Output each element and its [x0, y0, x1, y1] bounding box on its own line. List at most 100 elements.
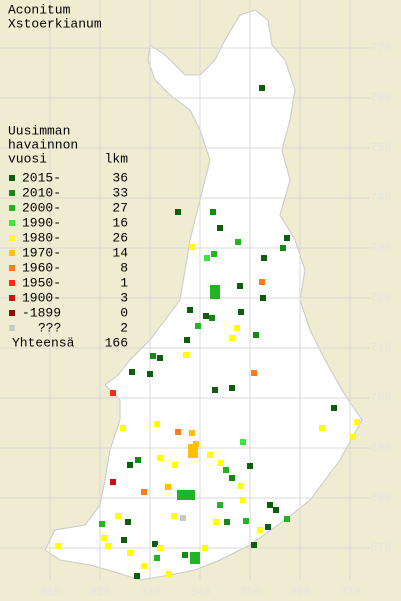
legend-count: 27 [112, 200, 128, 215]
observation [240, 497, 246, 503]
observation [265, 524, 271, 530]
observation [154, 555, 160, 561]
x-tick-label: 310 [39, 585, 61, 599]
legend-label: 1950- [22, 275, 61, 290]
observation [284, 235, 290, 241]
observation [229, 475, 235, 481]
x-tick-label: 370 [339, 585, 361, 599]
observation [203, 313, 209, 319]
legend-swatch [9, 205, 15, 211]
y-tick-label: 720 [370, 291, 392, 305]
y-tick-label: 680 [370, 491, 392, 505]
observation [150, 353, 156, 359]
observation [204, 255, 210, 261]
observation-cluster [188, 444, 198, 458]
legend-swatch [9, 325, 15, 331]
observation-cluster [210, 285, 220, 299]
observation [157, 355, 163, 361]
observation [224, 519, 230, 525]
legend-label: 2015- [22, 170, 61, 185]
observation [135, 457, 141, 463]
observation [157, 545, 163, 551]
legend-total: 166 [105, 335, 128, 350]
observation [125, 519, 131, 525]
legend: 2015- 36 2010- 33 2000- 27 1990- 16 1980- 26 1970-… [9, 170, 128, 350]
x-tick-label: 350 [239, 585, 261, 599]
observation [210, 209, 216, 215]
observation [147, 371, 153, 377]
observation [134, 573, 140, 579]
observation [209, 315, 215, 321]
legend-swatch [9, 280, 15, 286]
observation [189, 430, 195, 436]
observation [165, 484, 171, 490]
legend-label: 1900- [22, 290, 61, 305]
observation [175, 209, 181, 215]
observation [229, 335, 235, 341]
legend-count: 16 [112, 215, 128, 230]
observation [129, 369, 135, 375]
observation [157, 455, 163, 461]
observation [229, 385, 235, 391]
observation [121, 537, 127, 543]
legend-label: 2000- [22, 200, 61, 215]
observation [267, 502, 273, 508]
observation [207, 452, 213, 458]
observation [257, 527, 263, 533]
y-tick-label: 690 [370, 441, 392, 455]
legend-label: 1970- [22, 245, 61, 260]
legend-swatch [9, 310, 15, 316]
observation [284, 516, 290, 522]
y-tick-label: 740 [370, 191, 392, 205]
observation [253, 332, 259, 338]
observation [55, 543, 61, 549]
observation [152, 541, 158, 547]
observation [234, 325, 240, 331]
legend-label: 1980- [22, 230, 61, 245]
observation [251, 370, 257, 376]
observation [247, 463, 253, 469]
observation [182, 552, 188, 558]
observation [280, 245, 286, 251]
observation [99, 521, 105, 527]
observation [243, 518, 249, 524]
x-tick-label: 320 [89, 585, 111, 599]
legend-heading: vuosi [8, 151, 47, 166]
observation [213, 519, 219, 525]
legend-label: ??? [38, 320, 61, 335]
x-tick-label: 340 [189, 585, 211, 599]
observation [101, 535, 107, 541]
legend-heading: havainnon [8, 137, 78, 152]
legend-count: 3 [120, 290, 128, 305]
y-tick-label: 710 [370, 341, 392, 355]
observation [110, 390, 116, 396]
legend-label: 2010- [22, 185, 61, 200]
observation [183, 352, 189, 358]
observation [259, 279, 265, 285]
legend-count: 26 [112, 230, 128, 245]
observation [195, 323, 201, 329]
observation [189, 244, 195, 250]
legend-swatch [9, 220, 15, 226]
title: Aconitum [8, 2, 71, 17]
legend-swatch [9, 190, 15, 196]
grid [0, 0, 370, 580]
observation [127, 550, 133, 556]
observation [154, 421, 160, 427]
observation [273, 507, 279, 513]
legend-label: -1899 [22, 305, 61, 320]
legend-label: 1990- [22, 215, 61, 230]
legend-count: 8 [120, 260, 128, 275]
observation [120, 425, 126, 431]
observation [172, 462, 178, 468]
legend-swatch [9, 235, 15, 241]
observation [261, 255, 267, 261]
legend-label: 1960- [22, 260, 61, 275]
observation [259, 85, 265, 91]
legend-count: 1 [120, 275, 128, 290]
legend-count: 33 [112, 185, 128, 200]
x-tick-label: 330 [139, 585, 161, 599]
observation [171, 513, 177, 519]
legend-swatch [9, 295, 15, 301]
